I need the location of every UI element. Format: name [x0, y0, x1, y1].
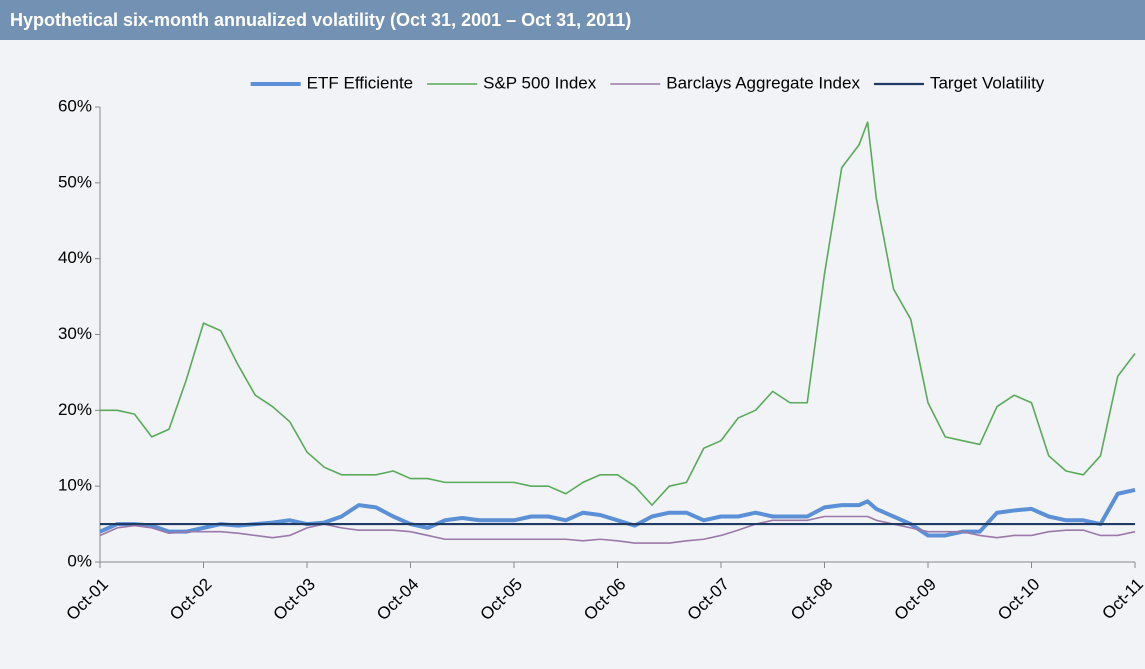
y-tick-label: 20%: [58, 400, 92, 419]
y-tick-label: 0%: [67, 551, 92, 570]
y-tick-label: 10%: [58, 476, 92, 495]
series-line: [99, 515, 1136, 544]
chart-title: Hypothetical six-month annualized volati…: [10, 10, 631, 30]
y-tick-label: 30%: [58, 324, 92, 343]
legend-label: Target Volatility: [930, 73, 1045, 92]
y-tick-label: 50%: [58, 172, 92, 191]
legend-label: Barclays Aggregate Index: [666, 73, 860, 92]
y-tick-label: 60%: [58, 96, 92, 115]
legend-label: ETF Efficiente: [307, 73, 413, 92]
legend-label: S&P 500 Index: [483, 73, 597, 92]
header-bar: [0, 0, 1145, 40]
series-line: [100, 121, 1136, 506]
y-tick-label: 40%: [58, 248, 92, 267]
